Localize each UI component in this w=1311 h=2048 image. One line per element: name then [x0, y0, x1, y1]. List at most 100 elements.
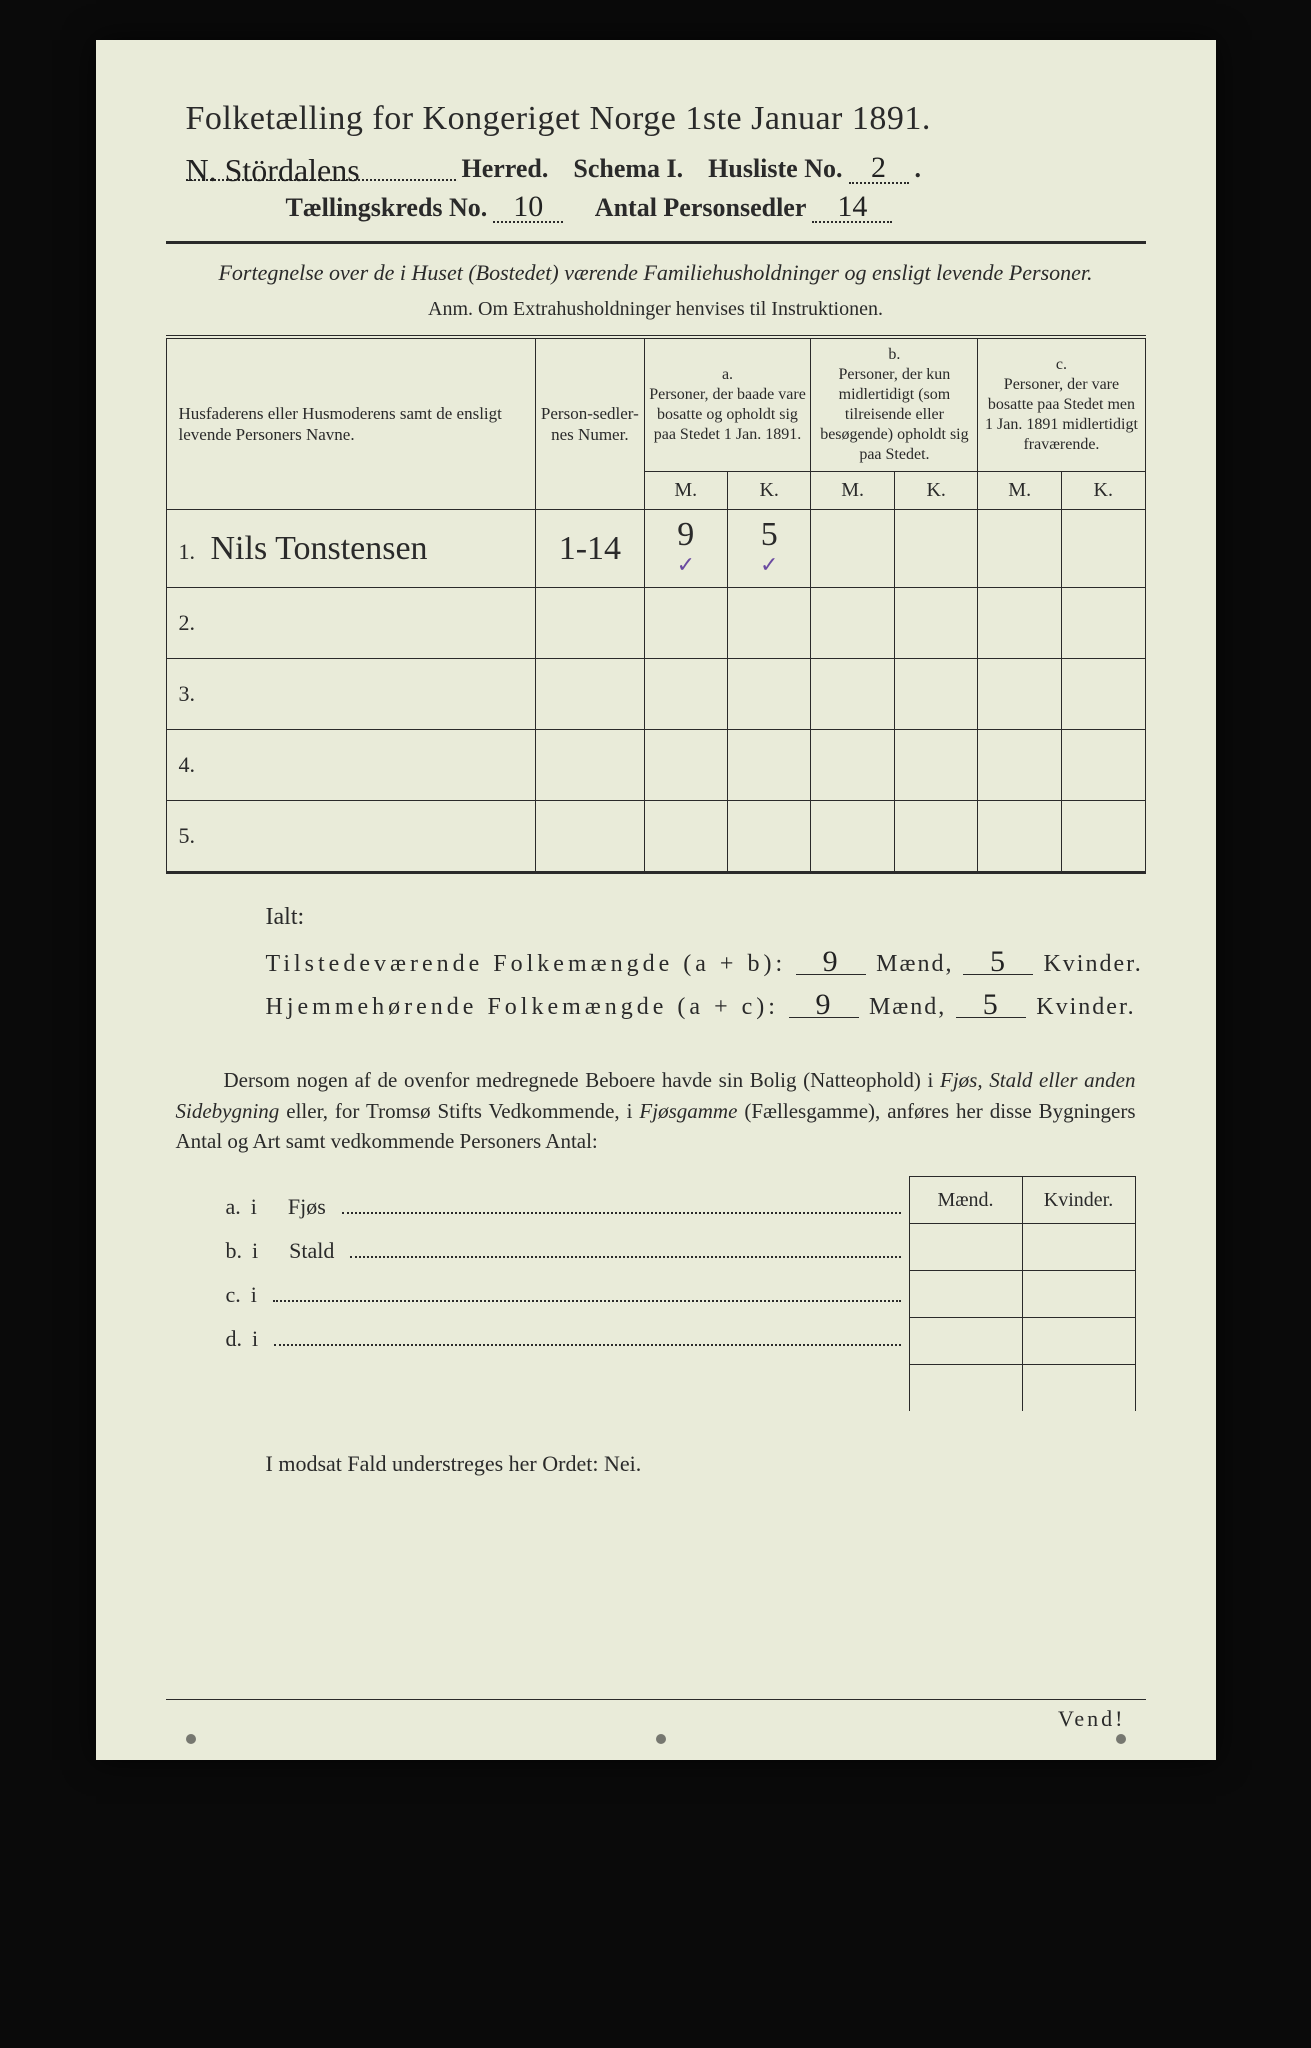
- row-b-k: [894, 510, 978, 588]
- outbuilding-paragraph: Dersom nogen af de ovenfor medregnede Be…: [176, 1065, 1136, 1156]
- maend-label: Mænd,: [869, 994, 946, 1021]
- speck-icon: [1116, 1734, 1126, 1744]
- group-a-header: a. Personer, der baade vare bosatte og o…: [644, 337, 811, 472]
- subtitle-row-1: N. Stördalens Herred. Schema I. Husliste…: [186, 148, 1146, 184]
- speck-icon: [656, 1734, 666, 1744]
- group-b-text: Personer, der kun midlertidigt (som tilr…: [820, 366, 968, 463]
- row-a-m: [644, 730, 727, 801]
- para-i2: Fjøsgamme: [639, 1099, 737, 1123]
- ob-letter: a.: [226, 1194, 241, 1220]
- row-c-k: [1061, 801, 1145, 873]
- table-row: 3.: [166, 659, 1145, 730]
- kreds-label: Tællingskreds No.: [286, 193, 488, 223]
- row-a-k: 5: [761, 516, 778, 553]
- row-b-k: [894, 801, 978, 873]
- ob-i: i: [251, 1194, 257, 1220]
- maend-label: Mænd,: [876, 951, 953, 978]
- antal-value: 14: [837, 190, 867, 223]
- table-row: 1. Nils Tonstensen 1-14 9 ✓ 5 ✓: [166, 510, 1145, 588]
- totals-r1-k: 5: [990, 945, 1007, 978]
- row-c-k: [1061, 510, 1145, 588]
- row-a-m: [644, 659, 727, 730]
- totals-row-1: Tilstedeværende Folkemængde (a + b): 9 M…: [266, 945, 1146, 978]
- row-index: 1.: [179, 539, 205, 565]
- husliste-label: Husliste No.: [708, 154, 842, 184]
- group-c-letter: c.: [1056, 356, 1067, 373]
- totals-row2-label: Hjemmehørende Folkemængde (a + c):: [266, 994, 779, 1021]
- group-b-header: b. Personer, der kun midlertidigt (som t…: [811, 337, 978, 472]
- row-c-m: [978, 510, 1062, 588]
- totals-row1-label: Tilstedeværende Folkemængde (a + b):: [266, 951, 787, 978]
- outbuilding-list: a. i Fjøs b. i Stald c. i: [226, 1176, 901, 1411]
- ob-i: i: [251, 1282, 257, 1308]
- group-c-text: Personer, der vare bosatte paa Stedet me…: [985, 376, 1138, 453]
- dotted-line: [274, 1327, 900, 1347]
- para-p1: Dersom nogen af de ovenfor medregnede Be…: [224, 1068, 941, 1092]
- divider-1: [166, 241, 1146, 244]
- row-num: [536, 588, 644, 659]
- row-num: [536, 801, 644, 873]
- subtitle-row-2: Tællingskreds No. 10 Antal Personsedler …: [286, 190, 1146, 223]
- table-row: 4.: [166, 730, 1145, 801]
- row-a-m: 9: [677, 516, 694, 553]
- kreds-number: 10: [513, 190, 543, 223]
- census-form-paper: Folketælling for Kongeriget Norge 1ste J…: [96, 40, 1216, 1760]
- table-row: 2.: [166, 588, 1145, 659]
- row-b-m: [811, 510, 895, 588]
- totals-r1-m: 9: [823, 945, 840, 978]
- row-num: [536, 730, 644, 801]
- row-num: 1-14: [559, 530, 621, 567]
- group-c-header: c. Personer, der vare bosatte paa Stedet…: [978, 337, 1145, 472]
- col-b-k: K.: [894, 472, 978, 510]
- ob-letter: b.: [226, 1238, 243, 1264]
- row-c-m: [978, 801, 1062, 873]
- group-a-letter: a.: [722, 366, 733, 383]
- mk-cell: [1022, 1365, 1135, 1412]
- row-index: 2.: [179, 610, 205, 636]
- herred-label: Herred.: [462, 154, 549, 184]
- italic-heading: Fortegnelse over de i Huset (Bostedet) v…: [206, 258, 1106, 288]
- row-a-k: [728, 801, 811, 873]
- kvinder-label: Kvinder.: [1043, 951, 1142, 978]
- group-b-letter: b.: [888, 346, 900, 363]
- title-text: Folketælling for Kongeriget Norge 1ste J…: [186, 100, 931, 137]
- mk-cell: [909, 1224, 1022, 1271]
- mk-cell: [1022, 1318, 1135, 1365]
- dotted-line: [273, 1283, 901, 1303]
- row-num: [536, 659, 644, 730]
- outbuilding-mk-table: Mænd. Kvinder.: [909, 1176, 1136, 1411]
- mk-cell: [909, 1271, 1022, 1318]
- col-header-name-text: Husfaderens eller Husmoderens samt de en…: [179, 404, 502, 444]
- ob-letter: d.: [226, 1326, 243, 1352]
- row-index: 4.: [179, 752, 205, 778]
- row-c-m: [978, 588, 1062, 659]
- row-c-k: [1061, 659, 1145, 730]
- row-b-m: [811, 659, 895, 730]
- row-a-k: [728, 730, 811, 801]
- dotted-line: [342, 1195, 901, 1215]
- totals-r2-k: 5: [983, 988, 1000, 1021]
- row-b-m: [811, 588, 895, 659]
- row-b-k: [894, 588, 978, 659]
- col-c-m: M.: [978, 472, 1062, 510]
- tick-mark: ✓: [760, 552, 778, 577]
- outbuilding-section: a. i Fjøs b. i Stald c. i: [226, 1176, 1136, 1411]
- row-c-m: [978, 659, 1062, 730]
- form-title: Folketælling for Kongeriget Norge 1ste J…: [186, 100, 1146, 138]
- footer-rule: [166, 1699, 1146, 1700]
- husliste-dot: .: [915, 154, 922, 184]
- anm-note: Anm. Om Extrahusholdninger henvises til …: [166, 298, 1146, 321]
- row-b-m: [811, 730, 895, 801]
- nei-line: I modsat Fald understreges her Ordet: Ne…: [266, 1451, 1146, 1477]
- row-a-m: [644, 588, 727, 659]
- row-a-k: [728, 588, 811, 659]
- antal-label: Antal Personsedler: [595, 193, 807, 223]
- tick-mark: ✓: [677, 552, 695, 577]
- speck-icon: [186, 1734, 196, 1744]
- table-row: 5.: [166, 801, 1145, 873]
- vend-label: Vend!: [1058, 1706, 1126, 1732]
- row-c-k: [1061, 588, 1145, 659]
- col-header-number: Person-sedler-nes Numer.: [536, 337, 644, 510]
- outbuilding-row: a. i Fjøs: [226, 1194, 901, 1220]
- outbuilding-row: b. i Stald: [226, 1238, 901, 1264]
